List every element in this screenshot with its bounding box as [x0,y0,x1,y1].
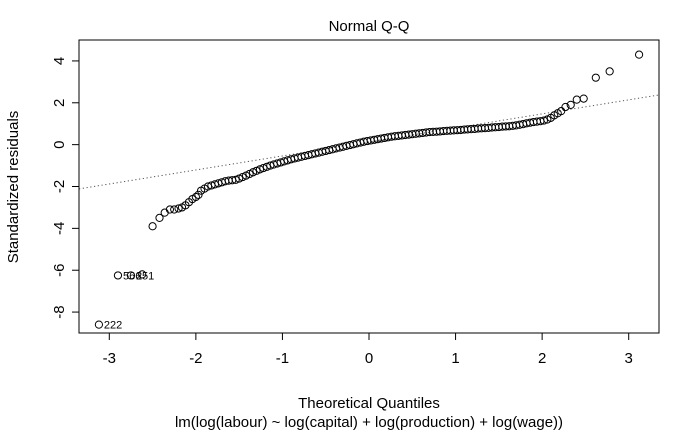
point-label: 566 [123,270,141,282]
y-tick-label: 0 [51,140,68,148]
x-tick-label: 2 [538,350,546,367]
chart-title: Normal Q-Q [329,18,410,35]
x-tick-label: -1 [276,350,289,367]
x-tick-label: -2 [189,350,202,367]
data-point [165,205,174,214]
x-tick-label: 3 [625,350,633,367]
y-tick-label: -4 [51,222,68,235]
data-point [160,208,169,217]
reference-line-layer [78,94,660,190]
data-point [113,271,123,280]
point-label: 222 [104,320,122,332]
points-layer [94,50,644,329]
y-tick-label: -8 [51,305,68,318]
data-point [255,165,265,174]
data-point [591,73,600,82]
data-point [94,320,104,329]
data-point [539,116,548,125]
data-point [259,163,268,173]
data-point [572,95,581,104]
chart-subtitle: lm(log(labour) ~ log(capital) + log(prod… [175,414,563,431]
x-tick-label: -3 [103,350,116,367]
x-tick-label: 0 [365,350,373,367]
x-axis-label: Theoretical Quantiles [298,395,440,412]
y-tick-label: 4 [51,57,68,65]
y-tick-label: -6 [51,264,68,277]
data-point [231,175,240,184]
x-axis: -3 -2 -1 0 1 2 3 [103,332,633,367]
data-point [138,270,147,279]
reference-line [78,94,660,190]
data-point [566,100,575,109]
data-point [126,271,136,280]
data-point [174,204,183,213]
y-axis-label: Standardized residuals [5,111,22,264]
data-point [191,192,200,202]
data-point [557,107,566,116]
y-tick-label: -2 [51,180,68,193]
data-point [579,94,588,103]
point-label: 251 [136,270,154,282]
data-point [634,50,644,59]
data-point [561,102,570,112]
y-axis: -8 -6 -4 -2 0 2 4 [51,57,80,319]
data-point [170,205,179,214]
data-point [194,190,203,199]
data-point [155,213,164,222]
plot-frame [78,39,660,334]
x-tick-label: 1 [451,350,459,367]
y-tick-label: 2 [51,99,68,107]
data-point [605,67,614,76]
data-point [148,222,157,231]
